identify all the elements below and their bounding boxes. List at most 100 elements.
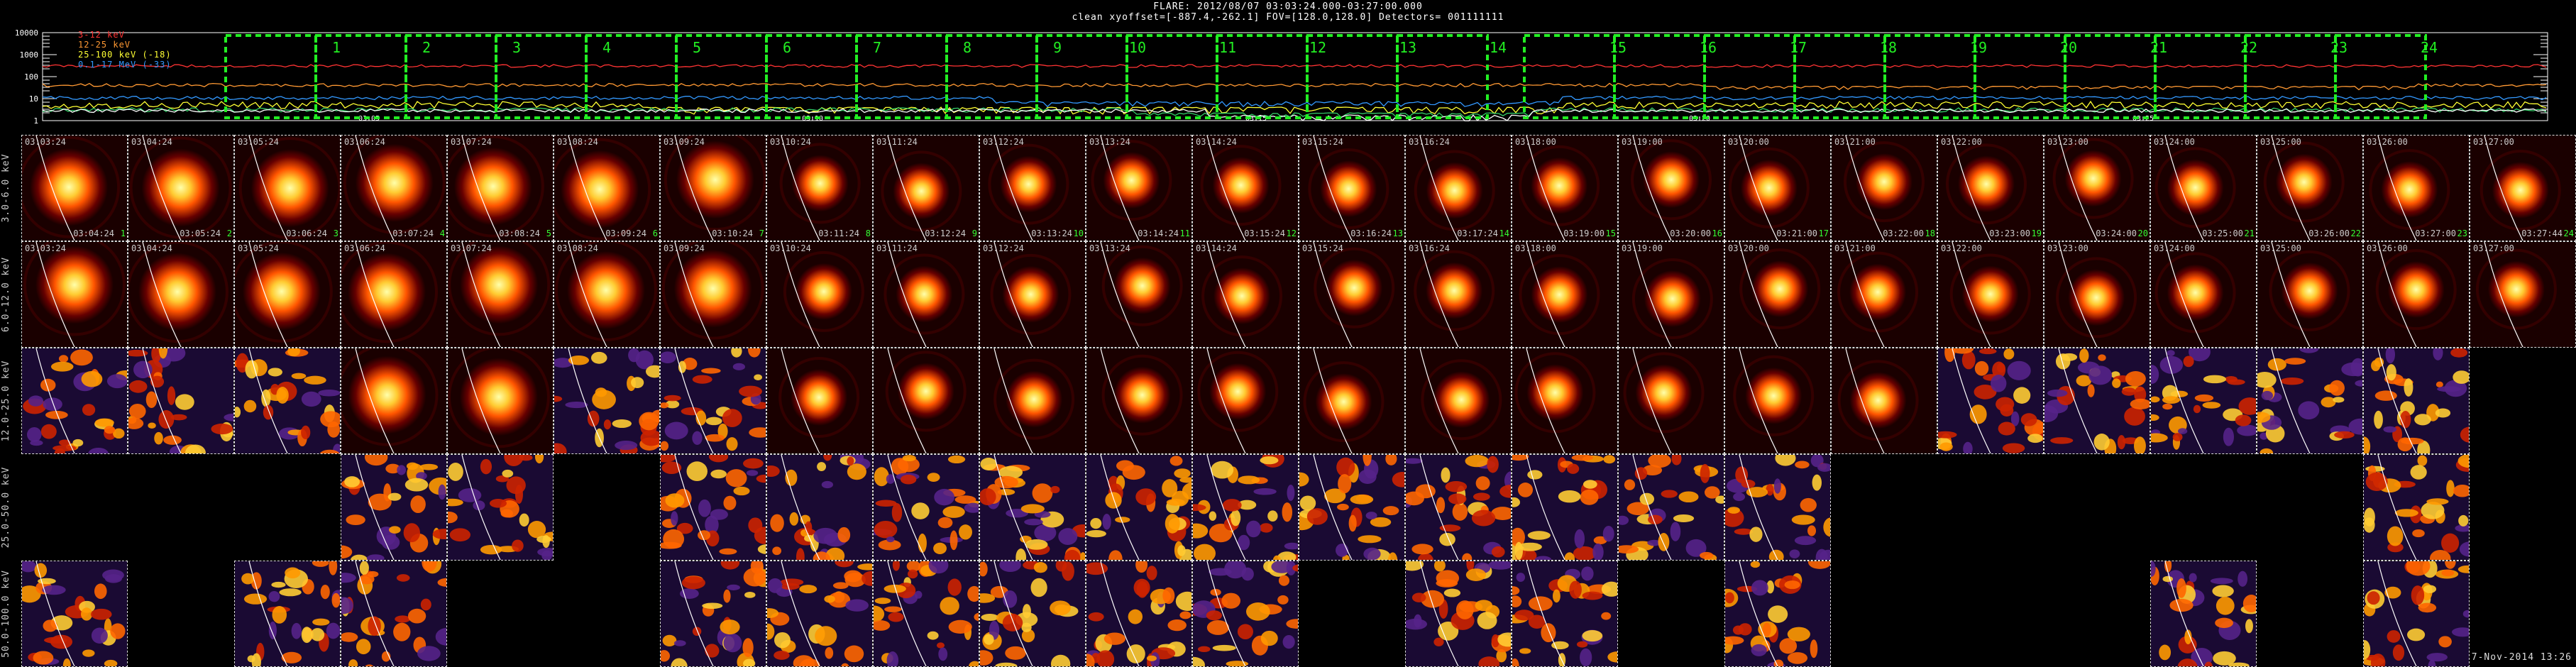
image-tile: 03:04:24 xyxy=(128,241,234,348)
image-tile xyxy=(1618,454,1724,561)
limb-line xyxy=(1845,242,1885,347)
image-tile xyxy=(341,348,447,454)
limb-line xyxy=(1419,242,1459,347)
image-tile xyxy=(234,348,341,454)
x-tick-label: 03:20 xyxy=(1689,115,1710,123)
tile-start-time: 03:25:00 xyxy=(2260,137,2301,147)
tile-start-time: 03:08:24 xyxy=(557,137,598,147)
limb-line xyxy=(35,561,75,666)
limb-line xyxy=(887,136,927,241)
tile-start-time: 03:07:24 xyxy=(451,137,492,147)
y-tick-label: 1 xyxy=(33,116,38,126)
interval-label: 4 xyxy=(602,39,611,56)
tile-start-time: 03:23:00 xyxy=(2047,137,2088,147)
title-line-1: FLARE: 2012/08/07 03:03:24.000-03:27:00.… xyxy=(1153,1,1423,12)
image-tile: 03:20:00 03:21:00 17 xyxy=(1724,135,1831,241)
tile-index: 5 xyxy=(546,228,551,238)
interval-label: 19 xyxy=(1970,39,1987,56)
x-tick-label: 03:10 xyxy=(802,115,823,123)
image-tile: 03:05:24 03:06:24 3 xyxy=(234,135,341,241)
limb-line xyxy=(1100,348,1140,453)
tile-start-time: 03:11:24 xyxy=(876,243,918,253)
tile-index: 2 xyxy=(226,228,232,238)
tile-start-time: 03:22:00 xyxy=(1941,137,1982,147)
interval-label: 14 xyxy=(1490,39,1507,56)
tile-start-time: 03:19:00 xyxy=(1622,243,1663,253)
image-tile xyxy=(2044,348,2150,454)
tile-start-time: 03:16:24 xyxy=(1409,243,1450,253)
tile-end-time: 03:19:00 xyxy=(1563,228,1605,238)
tile-end-time: 03:08:24 xyxy=(499,228,540,238)
limb-line xyxy=(2377,136,2417,241)
image-tile: 03:12:24 03:13:24 10 xyxy=(979,135,1086,241)
tile-end-time: 03:25:00 xyxy=(2202,228,2243,238)
image-tile: 03:16:24 03:17:24 14 xyxy=(1405,135,1512,241)
limb-line xyxy=(993,455,1033,560)
tile-start-time: 03:05:24 xyxy=(238,243,279,253)
image-tile xyxy=(979,348,1086,454)
tile-end-time: 03:09:24 xyxy=(605,228,646,238)
limb-line xyxy=(248,348,288,453)
tile-end-time: 03:22:00 xyxy=(1883,228,1924,238)
y-tick-label: 100 xyxy=(24,72,38,82)
tile-end-time: 03:27:00 xyxy=(2415,228,2456,238)
tile-start-time: 03:04:24 xyxy=(131,137,172,147)
image-tile xyxy=(979,454,1086,561)
limb-line xyxy=(1526,136,1565,241)
image-tile xyxy=(766,454,873,561)
interval-label: 13 xyxy=(1399,39,1416,56)
tile-end-time: 03:07:24 xyxy=(392,228,434,238)
tile-start-time: 03:26:00 xyxy=(2367,137,2408,147)
image-tile: 03:08:24 03:09:24 6 xyxy=(554,135,660,241)
limb-line xyxy=(1206,455,1246,560)
tile-end-time: 03:15:24 xyxy=(1244,228,1285,238)
tile-start-time: 03:12:24 xyxy=(983,137,1024,147)
limb-line xyxy=(1952,348,1991,453)
limb-line xyxy=(1845,136,1885,241)
legend-entry: 3-12 keV xyxy=(78,30,125,40)
tile-index: 1 xyxy=(120,228,126,238)
image-tile xyxy=(1405,454,1512,561)
limb-line xyxy=(2484,242,2523,347)
image-tile xyxy=(766,561,873,667)
limb-line xyxy=(1100,136,1140,241)
image-tile xyxy=(1512,348,1618,454)
image-tile: 03:16:24 xyxy=(1405,241,1512,348)
tile-start-time: 03:03:24 xyxy=(25,243,66,253)
tile-start-time: 03:21:00 xyxy=(1834,137,1876,147)
limb-line xyxy=(781,561,820,666)
limb-line xyxy=(1739,136,1778,241)
limb-line xyxy=(1206,348,1246,453)
limb-line xyxy=(355,136,395,241)
interval-label: 5 xyxy=(693,39,701,56)
tile-end-time: 03:17:24 xyxy=(1457,228,1498,238)
tile-end-time: 03:20:00 xyxy=(1670,228,1711,238)
interval-box xyxy=(855,34,948,119)
interval-label: 9 xyxy=(1053,39,1062,56)
image-tile: 03:22:00 03:23:00 19 xyxy=(1937,135,2044,241)
limb-line xyxy=(1739,561,1778,666)
image-tile: 03:20:00 xyxy=(1724,241,1831,348)
interval-box xyxy=(1613,34,1706,119)
image-tile: 03:06:24 03:07:24 4 xyxy=(341,135,447,241)
limb-line xyxy=(993,242,1033,347)
tile-start-time: 03:21:00 xyxy=(1834,243,1876,253)
limb-line xyxy=(1419,136,1459,241)
limb-line xyxy=(1526,348,1565,453)
limb-line xyxy=(1632,455,1672,560)
image-tile xyxy=(2150,348,2257,454)
tile-start-time: 03:03:24 xyxy=(25,137,66,147)
image-tile: 03:22:00 xyxy=(1937,241,2044,348)
image-tile xyxy=(2363,348,2470,454)
y-tick-label: 10 xyxy=(29,94,38,104)
tile-start-time: 03:15:24 xyxy=(1302,243,1343,253)
limb-line xyxy=(1419,561,1459,666)
image-tile: 03:13:24 03:14:24 11 xyxy=(1086,135,1192,241)
limb-line xyxy=(1739,242,1778,347)
tile-end-time: 03:12:24 xyxy=(925,228,966,238)
tile-end-time: 03:04:24 xyxy=(73,228,114,238)
limb-line xyxy=(142,348,182,453)
image-tile xyxy=(21,348,128,454)
image-tile: 03:03:24 xyxy=(21,241,128,348)
image-tile xyxy=(2363,454,2470,561)
